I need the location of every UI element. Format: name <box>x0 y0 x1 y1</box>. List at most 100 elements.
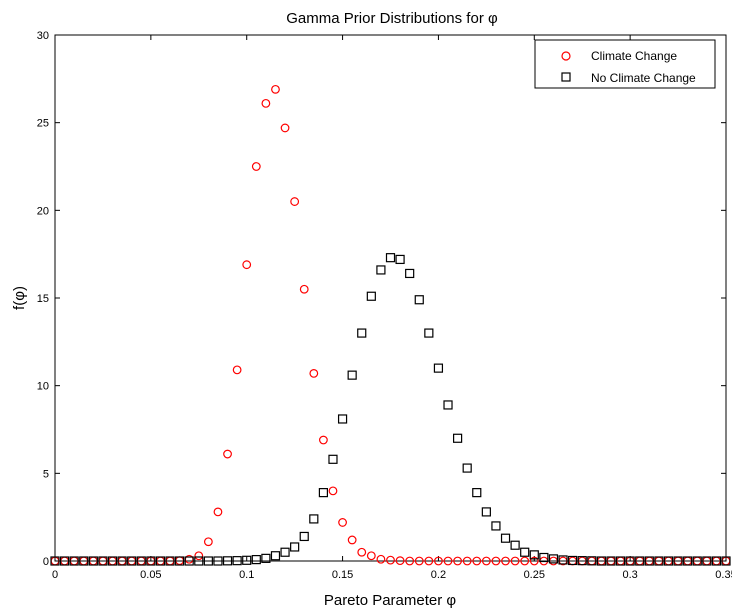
data-point <box>79 556 89 566</box>
y-tick-label: 5 <box>43 468 49 480</box>
data-point <box>558 555 568 565</box>
x-tick-label: 0.25 <box>524 569 545 581</box>
data-point <box>386 555 395 565</box>
x-axis-label: Pareto Parameter φ <box>324 592 457 609</box>
series-no-climate-change <box>50 253 731 566</box>
data-point <box>520 556 530 566</box>
plot-area <box>54 34 727 562</box>
data-point <box>318 488 328 498</box>
data-point <box>539 552 549 563</box>
data-point <box>443 400 453 410</box>
data-point <box>577 556 587 566</box>
y-axis-label: f(φ) <box>11 286 28 310</box>
data-point <box>194 551 204 561</box>
data-point <box>424 556 434 566</box>
data-point <box>357 547 367 557</box>
x-tick-label: 0.1 <box>239 569 254 581</box>
data-point <box>481 507 491 517</box>
data-point <box>414 556 424 566</box>
data-point <box>529 550 539 560</box>
y-tick-label: 15 <box>37 293 49 305</box>
data-point <box>376 554 386 564</box>
data-point <box>98 556 108 566</box>
data-point <box>587 556 597 566</box>
y-tick-label: 20 <box>37 205 49 217</box>
x-tick-label: 0 <box>52 569 58 581</box>
data-point <box>242 555 252 565</box>
data-point <box>510 556 520 566</box>
data-point <box>721 556 731 566</box>
data-point <box>271 84 280 94</box>
legend-marker-climate-change <box>561 51 571 61</box>
legend-label-no-climate-change: No Climate Change <box>591 71 696 85</box>
data-point <box>596 556 606 566</box>
data-point <box>232 365 242 375</box>
data-point <box>50 556 60 566</box>
x-tick-label: 0.3 <box>622 569 637 581</box>
data-point <box>606 556 616 566</box>
data-point <box>309 514 319 524</box>
y-tick-label: 10 <box>37 381 49 393</box>
legend-marker-no-climate-change <box>561 72 571 82</box>
data-point <box>194 556 204 566</box>
data-point <box>472 488 482 498</box>
data-point <box>424 328 434 338</box>
data-point <box>414 295 424 305</box>
data-point <box>395 254 405 265</box>
data-point <box>491 521 501 531</box>
data-point <box>338 518 347 527</box>
data-point <box>251 554 261 565</box>
data-point <box>165 556 175 566</box>
data-point <box>213 507 223 517</box>
data-marks <box>50 84 731 566</box>
data-point <box>261 98 271 108</box>
y-tick-label: 30 <box>37 30 49 42</box>
data-point <box>500 533 511 543</box>
data-point <box>347 535 357 545</box>
data-point <box>443 556 453 566</box>
data-point <box>520 547 530 557</box>
data-point <box>366 551 376 561</box>
data-point <box>280 547 290 557</box>
data-point <box>615 556 626 566</box>
data-point <box>683 556 693 566</box>
legend: Climate Change No Climate Change <box>534 39 716 89</box>
data-point <box>242 260 252 270</box>
data-point <box>405 556 415 566</box>
data-point <box>319 435 328 445</box>
data-point <box>261 553 271 563</box>
data-point <box>654 556 664 566</box>
data-point <box>232 556 242 566</box>
x-tick-label: 0.15 <box>332 569 353 581</box>
data-point <box>405 268 415 279</box>
data-point <box>702 556 712 566</box>
data-point <box>59 556 70 566</box>
data-point <box>472 556 482 566</box>
data-point <box>251 162 261 171</box>
data-point <box>88 556 98 566</box>
x-tick-label: 0.05 <box>140 569 161 581</box>
data-point <box>548 554 559 564</box>
data-point <box>290 542 300 552</box>
legend-label-climate-change: Climate Change <box>591 49 677 63</box>
data-point <box>309 368 319 378</box>
data-point <box>644 556 654 566</box>
data-point <box>501 556 510 566</box>
data-point <box>175 556 185 566</box>
x-tick-label: 0.35 <box>715 569 732 581</box>
data-point <box>223 449 232 459</box>
data-point <box>453 556 463 566</box>
data-point <box>203 537 213 547</box>
data-point <box>453 433 463 443</box>
data-point <box>635 556 645 566</box>
data-point <box>366 291 376 301</box>
data-point <box>625 556 635 566</box>
data-point <box>69 556 79 566</box>
data-point <box>481 556 491 566</box>
data-point <box>347 370 357 380</box>
legend-box <box>534 39 716 89</box>
data-point <box>529 556 539 566</box>
data-point <box>357 328 367 338</box>
data-point <box>203 556 213 566</box>
